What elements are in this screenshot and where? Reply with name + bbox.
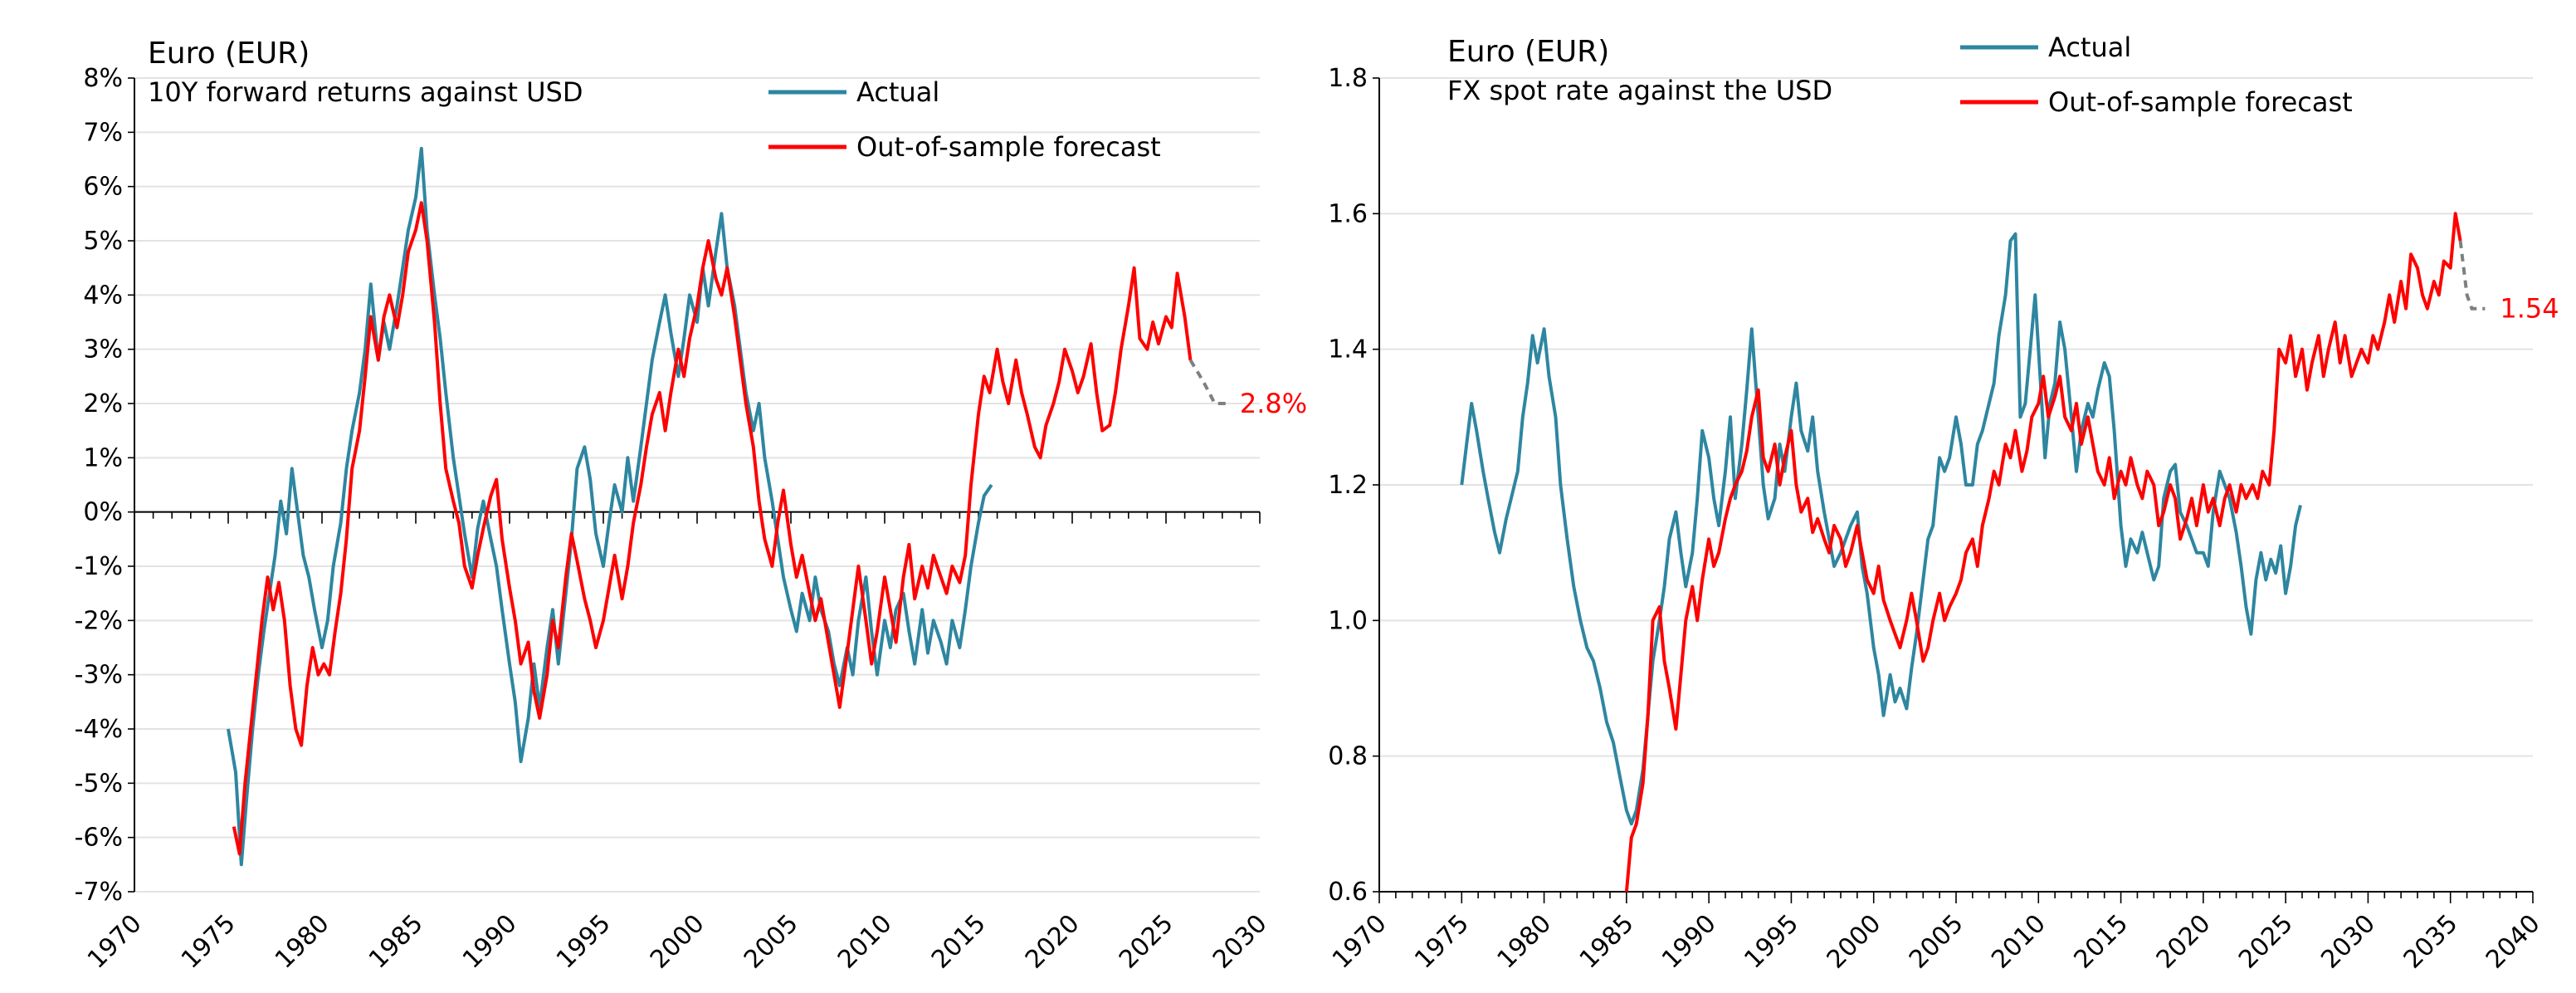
- x-tick-label: 2000: [645, 909, 710, 975]
- y-tick-label: 0.6: [1328, 878, 1368, 907]
- series-line-forecast: [1624, 212, 2462, 893]
- chart-subtitle: FX spot rate against the USD: [1447, 75, 1832, 106]
- legend-label-actual: Actual: [2048, 32, 2131, 63]
- x-tick-label: 1975: [1409, 909, 1475, 975]
- x-tick-label: 1980: [270, 909, 335, 975]
- x-tick-label: 1995: [551, 909, 617, 975]
- x-tick-label: 2005: [739, 909, 804, 975]
- series-line-forecast: [232, 201, 1193, 856]
- y-tick-label: 1.0: [1328, 606, 1368, 635]
- y-tick-label: 7%: [83, 118, 123, 147]
- chart-subtitle: 10Y forward returns against USD: [148, 76, 583, 108]
- chart-title: Euro (EUR): [1447, 35, 1609, 69]
- x-tick-label: 2025: [1114, 909, 1179, 975]
- x-tick-label: 2030: [2315, 909, 2381, 975]
- chart-title: Euro (EUR): [148, 37, 310, 71]
- x-tick-label: 2000: [1822, 909, 1887, 975]
- y-tick-label: 5%: [83, 227, 123, 256]
- y-tick-label: -6%: [75, 824, 123, 853]
- x-tick-label: 2030: [1208, 909, 1273, 975]
- x-tick-label: 1975: [176, 909, 242, 975]
- y-tick-label: 0.8: [1328, 742, 1368, 771]
- x-tick-label: 2025: [2233, 909, 2299, 975]
- x-tick-label: 2015: [2068, 909, 2134, 975]
- y-tick-label: 1.6: [1328, 199, 1368, 228]
- forecast-extension-dashed: [1188, 359, 1228, 405]
- series-line-actual: [227, 146, 993, 867]
- y-tick-label: 6%: [83, 173, 123, 202]
- y-tick-label: 3%: [83, 335, 123, 364]
- end-value-label: 2.8%: [1240, 388, 1307, 419]
- y-tick-label: 8%: [83, 64, 123, 93]
- y-tick-label: -4%: [75, 715, 123, 744]
- legend-label-actual: Actual: [856, 76, 939, 108]
- y-tick-label: 1%: [83, 443, 123, 472]
- y-tick-label: -7%: [75, 878, 123, 907]
- x-tick-label: 2005: [1904, 909, 1969, 975]
- y-tick-label: 4%: [83, 281, 123, 310]
- y-tick-label: 1.4: [1328, 335, 1368, 364]
- x-tick-label: 2020: [2151, 909, 2217, 975]
- x-tick-label: 1970: [82, 909, 148, 975]
- x-tick-label: 1985: [1574, 909, 1640, 975]
- x-tick-label: 1980: [1491, 909, 1557, 975]
- chart-panel-1: -7% -6% -5% -4% -3% -2% -1% 0% 1% 2% 3% 4% 5% 6% 7% 8% 1…: [75, 37, 1308, 975]
- y-tick-label: -5%: [75, 769, 123, 798]
- legend-label-forecast: Out-of-sample forecast: [856, 131, 1161, 163]
- x-tick-label: 2015: [926, 909, 992, 975]
- end-value-label: 1.54: [2500, 293, 2559, 325]
- x-tick-label: 1990: [1656, 909, 1722, 975]
- y-tick-label: -1%: [75, 552, 123, 581]
- legend-label-forecast: Out-of-sample forecast: [2048, 86, 2353, 118]
- y-tick-label: -2%: [75, 606, 123, 635]
- series-line-actual: [1460, 232, 2302, 826]
- x-tick-label: 1990: [457, 909, 523, 975]
- y-tick-label: 1.8: [1328, 64, 1368, 93]
- x-tick-label: 2040: [2481, 909, 2546, 975]
- y-tick-label: 1.2: [1328, 471, 1368, 500]
- x-tick-label: 1970: [1327, 909, 1393, 975]
- y-tick-label: 2%: [83, 389, 123, 418]
- forecast-extension-dashed: [2458, 240, 2486, 311]
- y-tick-label: -3%: [75, 661, 123, 690]
- x-tick-label: 1995: [1739, 909, 1804, 975]
- x-tick-label: 2020: [1020, 909, 1086, 975]
- x-tick-label: 2010: [832, 909, 898, 975]
- x-tick-label: 2035: [2398, 909, 2464, 975]
- x-tick-label: 2010: [1986, 909, 2052, 975]
- x-tick-label: 1985: [363, 909, 429, 975]
- y-tick-label: 0%: [83, 498, 123, 527]
